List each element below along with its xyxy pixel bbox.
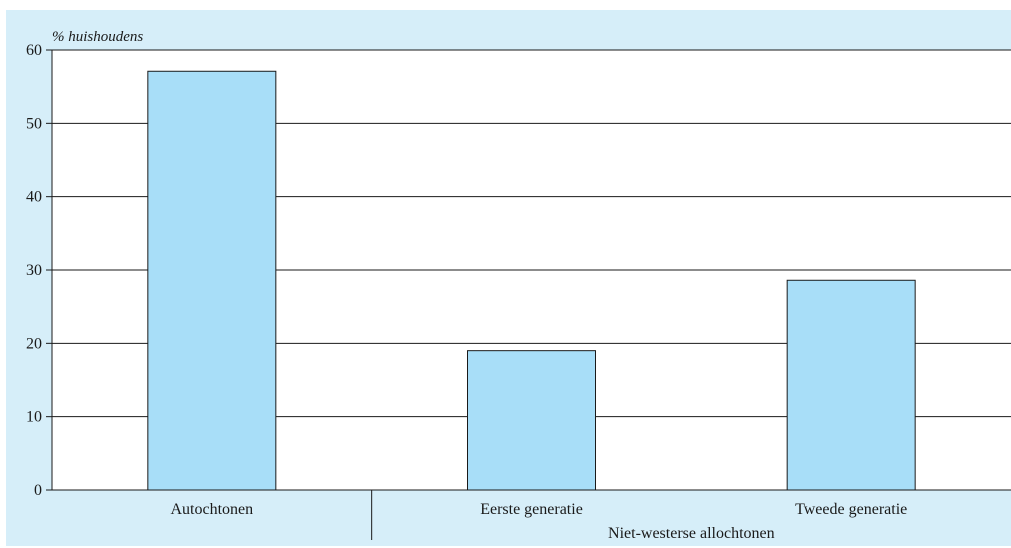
y-axis-ticks: 0 10 20 30 40 50 60	[26, 42, 52, 499]
y-tick-label: 0	[34, 482, 42, 499]
x-tick-label: Eerste generatie	[480, 501, 583, 518]
x-tick-label: Autochtonen	[171, 501, 254, 518]
bar-tweede-generatie	[786, 279, 916, 491]
group-label: Niet-westerse allochtonen	[608, 525, 775, 542]
y-tick-label: 30	[26, 262, 42, 279]
x-axis-labels: Autochtonen Eerste generatie Tweede genera…	[171, 501, 908, 518]
bar-autochtonen	[147, 70, 277, 491]
x-tick-label: Tweede generatie	[795, 501, 907, 518]
y-tick-label: 20	[26, 335, 42, 352]
y-tick-label: 60	[26, 42, 42, 59]
y-tick-label: 40	[26, 189, 42, 206]
y-tick-label: 50	[26, 115, 42, 132]
y-tick-label: 10	[26, 409, 42, 426]
bars	[147, 70, 916, 491]
y-axis-title: % huishoudens	[52, 29, 143, 45]
bar-eerste-generatie	[467, 350, 596, 491]
